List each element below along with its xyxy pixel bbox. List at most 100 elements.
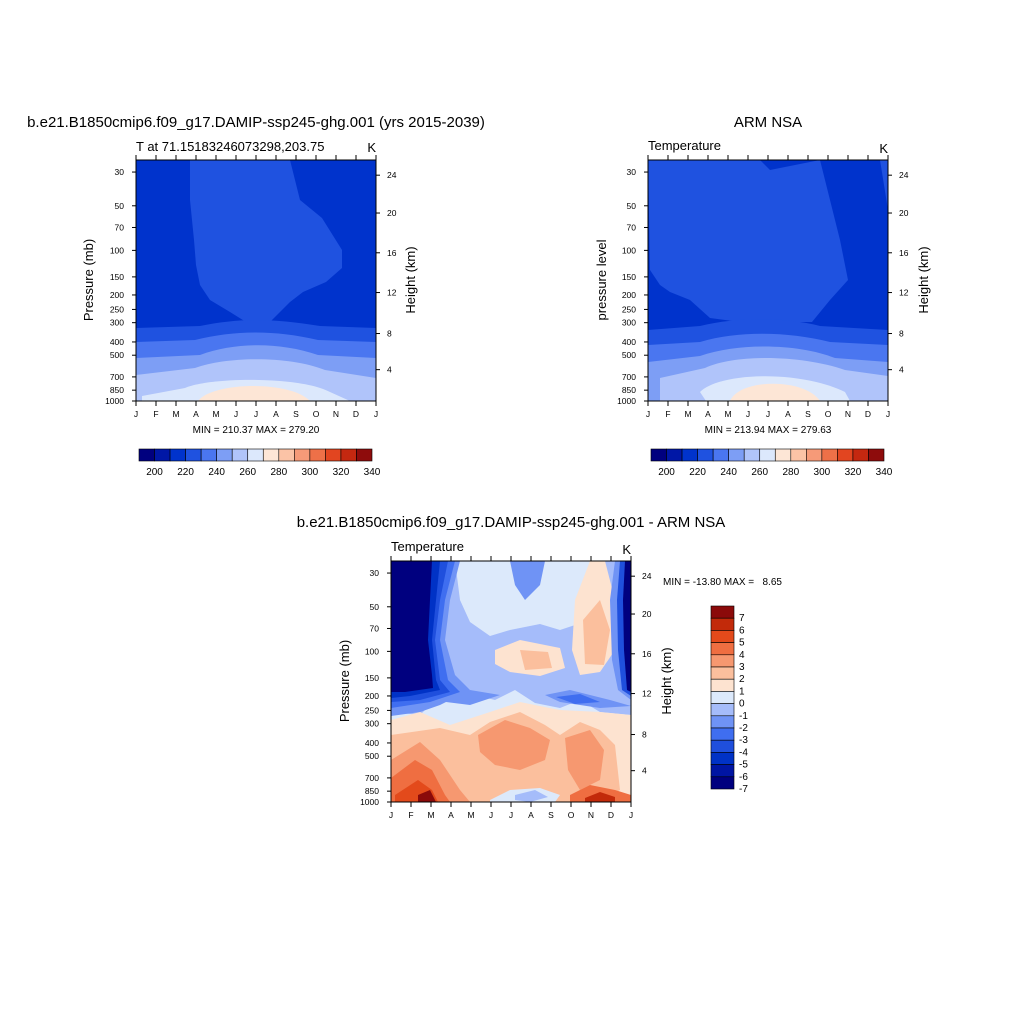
month-tick-label: S (805, 409, 811, 419)
colorbar-swatch (710, 691, 735, 704)
colorbar-label: 220 (689, 467, 706, 478)
pressure-tick-label: 150 (110, 272, 124, 282)
colorbar-label: -3 (739, 735, 748, 746)
colorbar-swatch (710, 642, 735, 656)
colorbar-label: -4 (739, 747, 748, 758)
colorbar-label: 1 (739, 686, 745, 697)
panel3-band-neg7-right (623, 561, 631, 692)
colorbar-swatch (681, 448, 698, 462)
colorbar-swatch (710, 715, 735, 729)
pressure-tick-label: 70 (627, 222, 637, 232)
month-tick-label: J (629, 810, 633, 820)
colorbar-swatch (697, 448, 714, 462)
colorbar-swatch (852, 448, 869, 462)
height-tick-label: 24 (387, 170, 397, 180)
month-tick-label: J (374, 409, 378, 419)
pressure-tick-label: 1000 (360, 797, 379, 807)
colorbar-label: 200 (146, 467, 163, 478)
panel1-field (136, 160, 376, 401)
pressure-tick-label: 70 (115, 222, 125, 232)
colorbar-swatch (185, 448, 202, 462)
month-tick-label: O (568, 810, 575, 820)
month-tick-label: N (333, 409, 339, 419)
height-tick-label: 16 (387, 248, 397, 258)
colorbar-label: 200 (658, 467, 675, 478)
month-tick-label: S (293, 409, 299, 419)
pressure-tick-label: 300 (622, 318, 636, 328)
panel3-band-zero-upper (455, 561, 600, 636)
colorbar-swatch (216, 448, 233, 462)
colorbar-label: -5 (739, 760, 748, 771)
height-tick-label: 16 (899, 248, 909, 258)
height-tick-label: 4 (642, 766, 647, 776)
colorbar-label: -7 (739, 784, 748, 795)
month-tick-label: F (153, 409, 158, 419)
colorbar-label: 320 (333, 467, 350, 478)
pressure-tick-label: 100 (365, 646, 379, 656)
panel3-stats: MIN = -13.80 MAX = 8.65 (663, 577, 782, 588)
colorbar-swatch (200, 448, 217, 462)
pressure-tick-label: 30 (115, 167, 125, 177)
colorbar-label: -1 (739, 711, 748, 722)
colorbar-label: 300 (814, 467, 831, 478)
panel3-band-pos2-upper-a (520, 650, 552, 670)
panel-observation: ARM NSA Temperature K J F M A M J J A S O N D J 30 50 7… (594, 114, 931, 478)
month-tick-label: J (766, 409, 770, 419)
colorbar-swatch (837, 448, 854, 462)
colorbar-swatch (712, 448, 729, 462)
panel3-ylabel-right: Height (km) (659, 647, 674, 714)
panel3-subtitle: Temperature (391, 539, 464, 554)
pressure-tick-label: 250 (365, 705, 379, 715)
panel3-units: K (622, 542, 631, 557)
month-tick-label: M (212, 409, 219, 419)
month-tick-label: D (865, 409, 871, 419)
colorbar-label: -2 (739, 723, 748, 734)
month-tick-label: A (273, 409, 279, 419)
colorbar-label: 0 (739, 699, 745, 710)
month-tick-label: S (548, 810, 554, 820)
colorbar-swatch (710, 739, 735, 753)
colorbar-swatch (325, 448, 342, 462)
colorbar-label: 260 (751, 467, 768, 478)
panel3-band-pos3-mid-b (565, 730, 604, 790)
colorbar-label: 340 (876, 467, 893, 478)
panel3-band-neg3-top (510, 561, 545, 600)
pressure-tick-label: 850 (365, 786, 379, 796)
month-tick-label: D (608, 810, 614, 820)
pressure-tick-label: 1000 (617, 396, 636, 406)
panel1-axes: J F M A M J J A S O N D J 30 50 70 100 150 200 250 300 400 500… (105, 155, 397, 419)
pressure-tick-label: 400 (622, 337, 636, 347)
month-tick-label: J (746, 409, 750, 419)
pressure-tick-label: 850 (622, 385, 636, 395)
colorbar-swatch (743, 448, 761, 462)
colorbar-label: 280 (270, 467, 287, 478)
pressure-tick-label: 70 (370, 623, 380, 633)
panel3-title: b.e21.B1850cmip6.f09_g17.DAMIP-ssp245-gh… (297, 514, 726, 531)
panel3-axes: J F M A M J J A S O N D J 30 50 70 100 150 200 250 300 400 500… (360, 556, 652, 820)
panel2-title: ARM NSA (734, 114, 802, 131)
colorbar-swatch (231, 448, 249, 462)
panel2-colorbar: 200 220 240 260 280 300 320 340 (650, 448, 893, 478)
pressure-tick-label: 150 (622, 272, 636, 282)
panel1-colorbar: 200 220 240 260 280 300 320 340 (138, 448, 381, 478)
colorbar-label: 2 (739, 674, 745, 685)
pressure-tick-label: 100 (110, 245, 124, 255)
height-tick-label: 8 (387, 329, 392, 339)
month-tick-label: A (785, 409, 791, 419)
colorbar-swatch (278, 448, 295, 462)
panel3-field (391, 561, 631, 802)
month-tick-label: A (193, 409, 199, 419)
colorbar-label: 280 (782, 467, 799, 478)
colorbar-swatch (247, 448, 264, 462)
height-tick-label: 20 (387, 208, 397, 218)
panel1-subtitle: T at 71.15183246073298,203.75 (136, 139, 324, 154)
height-tick-label: 24 (899, 170, 909, 180)
colorbar-swatch (821, 448, 838, 462)
panel2-band-edge (880, 160, 888, 210)
height-tick-label: 20 (899, 208, 909, 218)
height-tick-label: 8 (642, 730, 647, 740)
panel3-band-neg7-left (391, 561, 433, 692)
pressure-tick-label: 50 (627, 201, 637, 211)
panel2-ylabel: pressure level (594, 239, 609, 320)
panel2-field (648, 160, 888, 401)
